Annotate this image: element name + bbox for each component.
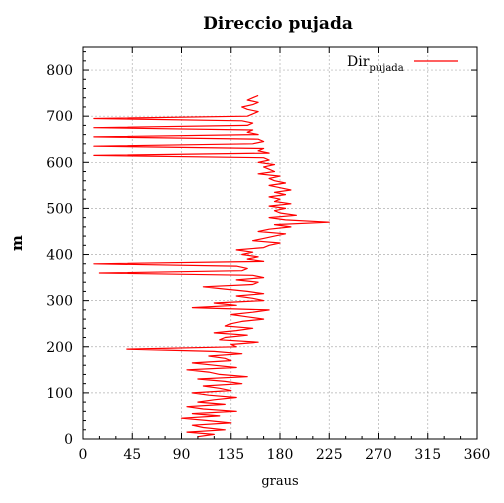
y-tick-label: 0 [64, 432, 73, 448]
y-tick-label: 200 [46, 340, 73, 356]
x-tick-label: 315 [414, 447, 441, 463]
y-axis-label: m [8, 235, 26, 251]
y-tick-label: 300 [46, 294, 73, 310]
y-tick-label: 800 [46, 63, 73, 79]
grid [83, 47, 477, 439]
x-tick-label: 270 [365, 447, 392, 463]
x-tick-label: 180 [267, 447, 294, 463]
chart-title: Direccio pujada [203, 14, 353, 34]
y-tick-label: 400 [46, 248, 73, 264]
x-tick-label: 0 [79, 447, 88, 463]
x-tick-label: 225 [316, 447, 343, 463]
x-tick-label: 45 [123, 447, 141, 463]
legend: Dirpujada [347, 54, 458, 74]
x-tick-label: 360 [464, 447, 491, 463]
legend-series-name: Dir [347, 54, 370, 70]
x-tick-label: 90 [173, 447, 191, 463]
x-axis-label: graus [261, 474, 298, 489]
plot-area [93, 94, 330, 438]
legend-label: Dirpujada [347, 54, 404, 74]
y-tick-label: 600 [46, 155, 73, 171]
y-tick-label: 500 [46, 201, 73, 217]
x-tick-label: 135 [217, 447, 244, 463]
y-tick-label: 100 [46, 386, 73, 402]
legend-series-subscript: pujada [369, 63, 403, 74]
y-tick-label: 700 [46, 109, 73, 125]
series-line [93, 94, 330, 438]
axis-ticks: 0 45 90 135 180 225 270 315 360 0 100 200 300 400 500 6… [46, 47, 490, 463]
